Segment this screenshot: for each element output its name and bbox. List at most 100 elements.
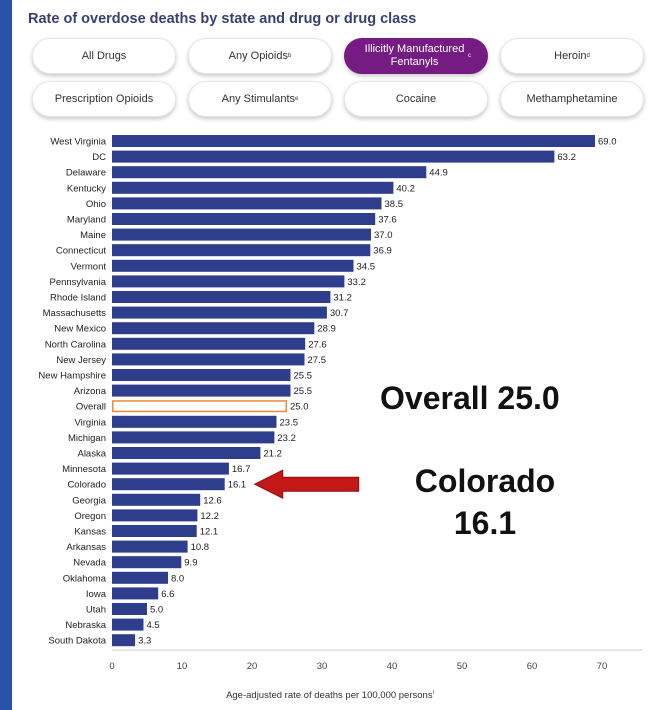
value-label-west-virginia: 69.0 [598,137,617,148]
value-label-south-dakota: 3.3 [138,636,151,647]
category-label-overall: Overall [76,402,106,413]
filter-label: Cocaine [395,92,437,105]
bar-pennsylvania [112,275,345,288]
bar-arkansas [112,540,188,553]
x-tick-label-20: 20 [247,661,258,672]
category-label-new-jersey: New Jersey [56,355,106,366]
category-label-colorado: Colorado [67,480,106,491]
category-label-delaware: Delaware [66,168,106,179]
category-label-virginia: Virginia [74,417,106,428]
filter-label: All Drugs [81,49,127,62]
filter-prescription-opioids[interactable]: Prescription Opioids [32,81,176,117]
filter-methamphetamine[interactable]: Methamphetamine [500,81,644,117]
value-label-oklahoma: 8.0 [171,573,184,584]
value-label-overall: 25.0 [290,402,309,413]
bar-oklahoma [112,571,168,584]
bar-maine [112,228,371,241]
bar-delaware [112,166,427,179]
value-label-alaska: 21.2 [263,449,282,460]
value-label-arizona: 25.5 [294,386,313,397]
bar-iowa [112,587,159,600]
bar-oregon [112,509,198,522]
bar-alaska [112,447,261,459]
category-label-new-hampshire: New Hampshire [38,371,106,382]
value-label-connecticut: 36.9 [373,246,392,257]
category-label-georgia: Georgia [72,495,107,506]
filter-cocaine[interactable]: Cocaine [344,81,488,117]
value-label-kansas: 12.1 [200,527,219,538]
filter-label: Methamphetamine [526,92,618,105]
value-label-utah: 5.0 [150,605,163,616]
x-axis-label-text: Age-adjusted rate of deaths per 100,000 … [226,690,433,702]
bar-minnesota [112,462,229,475]
category-label-dc: DC [92,152,106,163]
bar-vermont [112,259,354,272]
bar-new-jersey [112,353,305,366]
x-tick-label-30: 30 [317,661,328,672]
category-label-kentucky: Kentucky [67,183,106,194]
x-tick-label-70: 70 [597,661,608,672]
bar-kansas [112,525,197,537]
bar-virginia [112,415,277,428]
filter-label: Heroin [554,49,587,62]
bar-utah [112,603,147,615]
filter-any-opioids[interactable]: Any Opioids b [188,38,332,74]
category-label-vermont: Vermont [71,261,107,272]
bar-arizona [112,384,291,397]
value-label-massachusetts: 30.7 [330,308,349,319]
category-label-nevada: Nevada [73,558,106,569]
value-label-maryland: 37.6 [378,215,397,226]
x-tick-label-0: 0 [109,661,114,672]
bar-south-dakota [112,634,136,647]
overall-callout: Overall 25.0 [380,380,560,416]
bar-new-mexico [112,322,315,335]
bar-nevada [112,556,182,569]
bar-georgia [112,493,201,506]
value-label-maine: 37.0 [374,230,393,241]
value-label-north-carolina: 27.6 [308,339,327,350]
category-label-michigan: Michigan [68,433,106,444]
value-label-dc: 63.2 [557,152,576,163]
x-tick-label-10: 10 [177,661,188,672]
bar-west-virginia [112,135,595,147]
filter-heroin[interactable]: Heroin d [500,38,644,74]
value-label-pennsylvania: 33.2 [347,277,366,288]
category-label-utah: Utah [86,605,106,616]
category-label-connecticut: Connecticut [56,246,107,257]
bar-dc [112,150,555,163]
value-label-georgia: 12.6 [203,495,222,506]
value-label-colorado: 16.1 [228,480,247,491]
category-label-maine: Maine [80,230,106,241]
category-label-iowa: Iowa [86,589,107,600]
filter-all-drugs[interactable]: All Drugs [32,38,176,74]
filter-any-stimulants[interactable]: Any Stimulants e [188,81,332,117]
chart-title: Rate of overdose deaths by state and dru… [28,11,417,27]
value-label-michigan: 23.2 [277,433,296,444]
chart-panel: Rate of overdose deaths by state and dru… [12,0,648,710]
category-label-ohio: Ohio [86,199,106,210]
filter-label: Any Opioids [228,49,288,62]
x-tick-label-50: 50 [457,661,468,672]
colorado-callout-value: 16.1 [453,505,517,541]
bar-chart: West Virginia 69.0 DC 63.2 Delaware 44.9 Kentu… [38,135,642,672]
value-label-vermont: 34.5 [357,261,376,272]
x-axis-label: Age-adjusted rate of deaths per 100,000 … [12,690,648,701]
x-tick-label-60: 60 [527,661,538,672]
filter-illicitly-manufactured-fentanyls[interactable]: Illicitly Manufactured Fentanyls c [344,38,488,74]
value-label-iowa: 6.6 [161,589,174,600]
category-label-north-carolina: North Carolina [45,339,107,350]
filter-label: Illicitly Manufactured Fentanyls [364,43,465,68]
bar-rhode-island [112,291,331,303]
value-label-new-hampshire: 25.5 [294,371,313,382]
category-label-arkansas: Arkansas [66,542,106,553]
x-axis-label-footnote: i [432,690,434,696]
bar-north-carolina [112,337,306,350]
bar-michigan [112,431,275,444]
value-label-oregon: 12.2 [200,511,219,522]
x-tick-label-40: 40 [387,661,398,672]
bar-colorado [112,478,225,491]
value-label-ohio: 38.5 [385,199,404,210]
value-label-arkansas: 10.8 [191,542,210,553]
category-label-alaska: Alaska [77,449,106,460]
bar-new-hampshire [112,369,291,381]
